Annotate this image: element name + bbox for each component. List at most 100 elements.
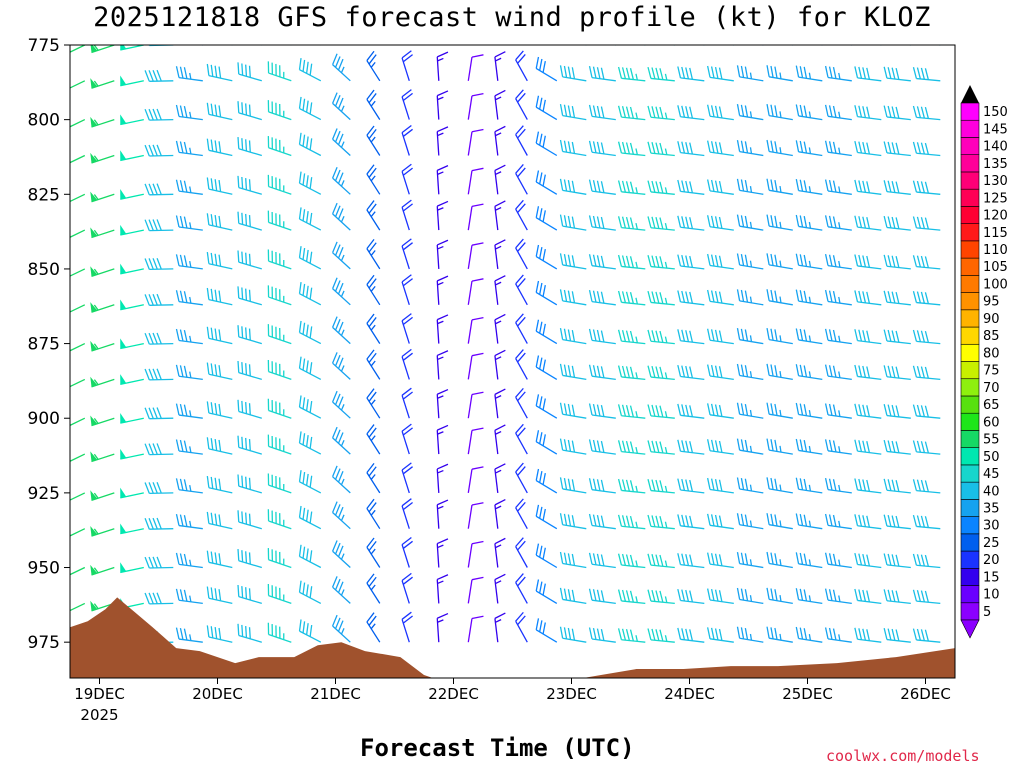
wind-barb (401, 387, 413, 419)
wind-barb (237, 250, 262, 270)
wind-barb (298, 619, 322, 643)
wind-barb (70, 343, 86, 355)
wind-barb (617, 141, 646, 157)
wind-barb (175, 513, 203, 530)
colorbar-swatch (960, 533, 980, 552)
wind-barb (706, 364, 734, 381)
wind-barb (298, 470, 322, 494)
wind-barb (677, 141, 705, 157)
wind-barb (436, 612, 449, 643)
wind-barb (535, 355, 558, 380)
wind-barb (494, 424, 506, 455)
wind-barb (267, 210, 292, 231)
wind-barb (677, 478, 705, 494)
wind-barb (515, 423, 528, 455)
colorbar-swatch (960, 464, 980, 483)
colorbar-swatch (960, 550, 980, 569)
wind-barb (535, 95, 558, 121)
wind-barb (854, 364, 882, 381)
colorbar-swatch (960, 343, 980, 362)
wind-barb (647, 141, 675, 157)
wind-barb (736, 587, 764, 605)
wind-barb (366, 349, 381, 380)
colorbar-swatch (960, 567, 980, 586)
wind-barb (175, 403, 203, 419)
wind-barb (494, 573, 506, 604)
wind-barb (617, 180, 646, 195)
wind-barb (238, 45, 262, 46)
wind-barb (617, 553, 646, 569)
wind-barb (494, 349, 506, 380)
wind-barb (766, 289, 793, 306)
wind-barb (588, 290, 616, 306)
wind-barb (736, 402, 764, 419)
wind-barb (90, 78, 115, 89)
wind-barb (912, 440, 941, 455)
credit-link[interactable]: coolwx.com/models (826, 747, 980, 765)
wind-barb (883, 290, 911, 306)
wind-barb (366, 89, 381, 120)
y-tick-label: 975 (28, 633, 60, 653)
wind-barbs (70, 45, 941, 654)
wind-barb (267, 622, 292, 643)
wind-barb (206, 138, 233, 157)
wind-barb (175, 179, 203, 195)
wind-barb (494, 89, 506, 120)
wind-barb (144, 258, 174, 271)
wind-barb (90, 376, 115, 388)
wind-barb (90, 340, 115, 352)
wind-barb (677, 254, 705, 270)
wind-barb (144, 144, 174, 157)
wind-barb (824, 289, 852, 306)
wind-barb (267, 359, 292, 381)
colorbar-label: 140 (983, 140, 1008, 155)
wind-barb (824, 215, 852, 231)
wind-barb (824, 403, 852, 419)
wind-barb (647, 290, 675, 306)
wind-barb (467, 316, 484, 344)
wind-barb (559, 104, 587, 121)
wind-barb (120, 562, 144, 574)
wind-barb (766, 65, 793, 82)
wind-barb (912, 628, 941, 643)
wind-barb (515, 164, 528, 195)
colorbar-swatch (960, 516, 980, 535)
wind-barb (401, 238, 413, 270)
wind-barb (467, 128, 484, 156)
wind-barb (494, 239, 506, 269)
wind-barb (366, 50, 381, 82)
wind-barb (70, 268, 86, 280)
wind-barb (886, 45, 911, 46)
wind-barb (467, 352, 484, 380)
wind-barb (175, 254, 203, 270)
wind-barb (736, 477, 764, 494)
wind-barb (617, 404, 646, 419)
wind-barb (237, 286, 262, 306)
wind-barb (175, 478, 203, 494)
wind-barb (175, 290, 203, 306)
wind-barb (621, 45, 646, 46)
wind-barb (677, 179, 705, 195)
wind-barb (795, 438, 823, 455)
wind-barb (436, 126, 449, 156)
wind-barb (766, 253, 793, 270)
wind-barb (206, 102, 233, 121)
wind-barb (883, 514, 911, 530)
x-tick-label: 23DEC (546, 685, 597, 703)
wind-barb (175, 328, 203, 345)
wind-barb (795, 402, 823, 419)
colorbar-label: 25 (983, 536, 1000, 551)
wind-barb (535, 206, 558, 231)
wind-barb (401, 89, 413, 120)
wind-barb (436, 51, 449, 81)
wind-barb (175, 140, 203, 157)
wind-barb (766, 214, 793, 231)
wind-barb (70, 417, 86, 430)
wind-barb (332, 241, 351, 270)
wind-barb (436, 350, 449, 380)
wind-barb (144, 108, 174, 121)
wind-barb (617, 66, 646, 82)
wind-barb (736, 513, 764, 530)
